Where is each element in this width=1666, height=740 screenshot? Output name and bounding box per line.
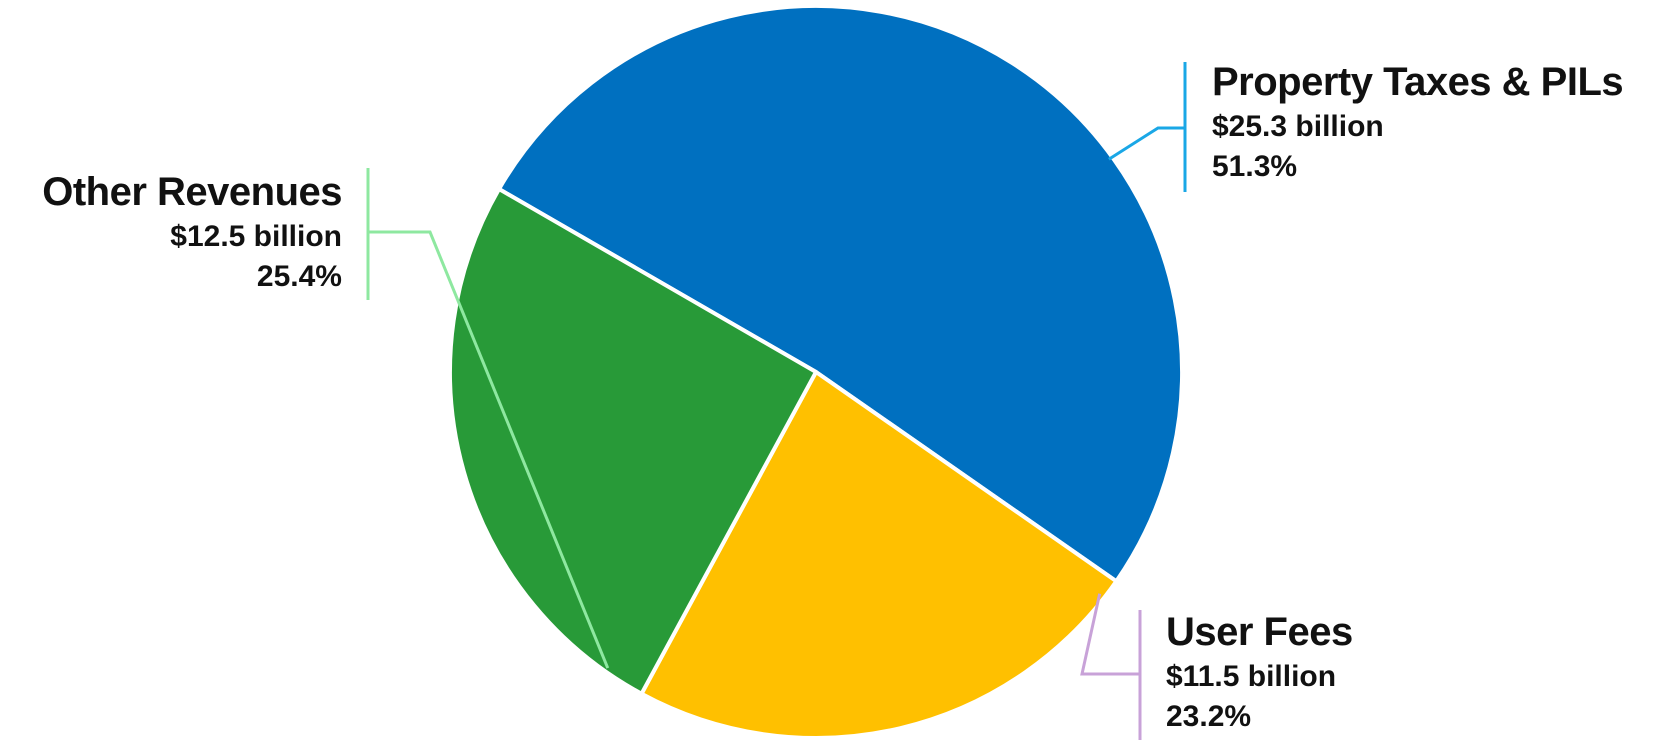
slice-amount-other-revenues: $12.5 billion bbox=[170, 220, 342, 253]
pie-slice-user-fees bbox=[639, 370, 1119, 740]
label-user-fees: User Fees $11.5 billion 23.2% bbox=[1166, 612, 1353, 732]
slice-percent-other-revenues: 25.4% bbox=[256, 260, 342, 293]
label-other-revenues: Other Revenues $12.5 billion 25.4% bbox=[42, 172, 342, 292]
pie-slice-property-taxes bbox=[497, 4, 1185, 584]
label-property-taxes: Property Taxes & PILs $25.3 billion 51.3… bbox=[1212, 60, 1624, 183]
slice-amount-user-fees: $11.5 billion bbox=[1166, 660, 1337, 693]
leader-line-property-taxes bbox=[1108, 126, 1185, 161]
slice-percent-user-fees: 23.2% bbox=[1166, 700, 1252, 733]
slice-name-user-fees: User Fees bbox=[1166, 610, 1353, 654]
slice-name-other-revenues: Other Revenues bbox=[42, 170, 342, 214]
leader-lines bbox=[366, 62, 1187, 740]
leader-line-user-fees bbox=[1080, 593, 1140, 676]
pie-slice-other-revenues bbox=[448, 187, 818, 696]
leader-line-other-revenues bbox=[368, 230, 610, 669]
slice-name-property-taxes: Property Taxes & PILs bbox=[1212, 60, 1624, 104]
pie-slices bbox=[448, 4, 1185, 740]
slice-percent-property-taxes: 51.3% bbox=[1212, 150, 1298, 183]
slice-amount-property-taxes: $25.3 billion bbox=[1212, 110, 1384, 143]
